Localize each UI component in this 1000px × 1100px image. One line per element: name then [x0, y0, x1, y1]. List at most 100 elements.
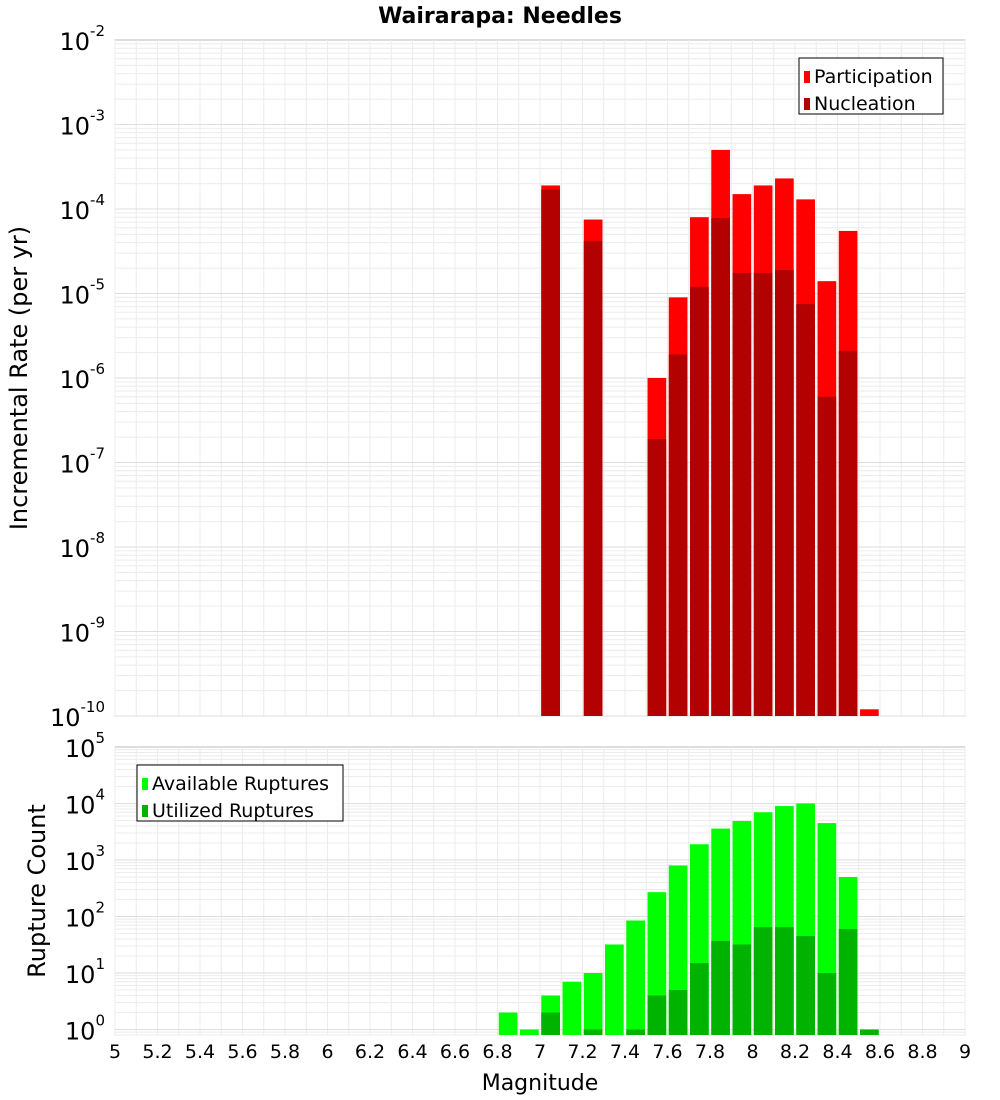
x-tick-label: 8.2 [780, 1041, 810, 1063]
bar-utilized-ruptures [796, 936, 815, 1035]
y-tick-label: 10-5 [59, 276, 105, 310]
y-tick-label: 102 [65, 899, 105, 933]
bar-nucleation [775, 269, 794, 716]
bar-utilized-ruptures [541, 1012, 560, 1035]
x-tick-label: 7.2 [567, 1041, 597, 1063]
bar-nucleation [541, 189, 560, 716]
y-tick-base: 10 [65, 1018, 96, 1046]
y-tick-label: 100 [65, 1012, 105, 1046]
y-tick-exponent: 1 [95, 955, 105, 973]
y-tick-label: 105 [65, 729, 105, 763]
legend-label: Available Ruptures [152, 773, 329, 795]
x-tick-label: 6.2 [355, 1041, 385, 1063]
y-tick-label: 10-7 [59, 445, 105, 479]
y-tick-base: 10 [59, 282, 90, 310]
y-tick-base: 10 [65, 735, 96, 763]
y-tick-label: 101 [65, 955, 105, 989]
y-tick-label: 104 [65, 786, 105, 820]
bars [541, 149, 879, 717]
legend-label: Participation [814, 66, 933, 88]
bar-nucleation [668, 354, 688, 716]
y-tick-base: 10 [65, 961, 96, 989]
x-tick-label: 5.4 [185, 1041, 215, 1063]
y-tick-base: 10 [50, 704, 81, 732]
bar-nucleation [796, 304, 815, 716]
x-tick-label: 6.6 [440, 1041, 470, 1063]
y-tick-base: 10 [65, 848, 96, 876]
x-tick-label: 7.4 [610, 1041, 640, 1063]
y-tick-exponent: 4 [95, 786, 105, 804]
x-tick-label: 8.6 [865, 1041, 895, 1063]
y-tick-exponent: 5 [95, 729, 105, 747]
x-tick-label: 7.8 [695, 1041, 725, 1063]
grid [114, 40, 966, 717]
bar-utilized-ruptures [647, 995, 667, 1035]
x-tick-label: 5.6 [227, 1041, 257, 1063]
x-tick-label: 5.2 [142, 1041, 172, 1063]
bar-utilized-ruptures [817, 973, 837, 1035]
bar-participation [860, 709, 879, 716]
bar-available-ruptures [520, 1029, 539, 1035]
y-tick-label: 10-6 [59, 360, 105, 394]
x-tick-label: 8.8 [907, 1041, 937, 1063]
y-tick-exponent: -8 [90, 529, 105, 547]
bar-nucleation [647, 438, 667, 716]
y-tick-base: 10 [59, 28, 90, 56]
x-tick-label: 6 [321, 1041, 333, 1063]
bar-available-ruptures [583, 973, 603, 1035]
legend-swatch [142, 805, 148, 817]
y-tick-label: 10-10 [50, 698, 105, 732]
legend-swatch [804, 71, 810, 83]
y-tick-exponent: 2 [95, 899, 105, 917]
x-tick-label: 9 [959, 1041, 971, 1063]
y-tick-base: 10 [59, 366, 90, 394]
x-tick-label: 5 [109, 1041, 121, 1063]
bar-utilized-ruptures [732, 944, 752, 1035]
grid [114, 747, 966, 1036]
bar-nucleation [753, 272, 773, 716]
y-tick-exponent: -6 [90, 360, 105, 378]
chart-title: Wairarapa: Needles [378, 4, 622, 29]
x-tick-label: 5.8 [270, 1041, 300, 1063]
legend-box [136, 764, 344, 822]
y-axis-label: Rupture Count [23, 804, 51, 978]
bar-available-ruptures [562, 981, 582, 1035]
y-tick-base: 10 [59, 620, 90, 648]
x-tick-label: 8.4 [822, 1041, 852, 1063]
x-tick-labels: 5 5.2 5.4 5.6 5.8 6 6.2 6.4 6.6 6.8 7 7.2 7.4 7.6 7.8 8… [109, 1041, 971, 1063]
y-tick-exponent: -7 [90, 445, 105, 463]
y-tick-exponent: -10 [81, 698, 106, 716]
x-tick-label: 6.4 [397, 1041, 427, 1063]
x-axis-label: Magnitude [482, 1071, 599, 1096]
bar-utilized-ruptures [753, 927, 773, 1035]
y-tick-base: 10 [65, 905, 96, 933]
bar-available-ruptures [605, 944, 624, 1035]
bar-nucleation [817, 396, 837, 716]
y-tick-exponent: -3 [90, 107, 105, 125]
bars [498, 803, 879, 1035]
legend-swatch [804, 98, 810, 110]
bar-utilized-ruptures [711, 940, 730, 1035]
y-tick-exponent: -2 [90, 22, 105, 40]
bar-available-ruptures [498, 1012, 518, 1035]
bar-nucleation [711, 218, 730, 716]
bar-nucleation [583, 240, 603, 716]
x-tick-label: 8 [746, 1041, 758, 1063]
bar-nucleation [732, 272, 752, 716]
legend-label: Utilized Ruptures [152, 800, 314, 822]
legend-label: Nucleation [814, 93, 916, 115]
bar-utilized-ruptures [626, 1029, 645, 1035]
legend-swatch [142, 778, 148, 790]
y-tick-exponent: -5 [90, 276, 105, 294]
x-tick-label: 7.6 [652, 1041, 682, 1063]
legend-box [798, 57, 944, 115]
bar-utilized-ruptures [583, 1029, 603, 1035]
y-tick-exponent: 0 [95, 1012, 105, 1030]
legend: Available Ruptures Utilized Ruptures [136, 764, 344, 822]
bar-utilized-ruptures [775, 927, 794, 1035]
